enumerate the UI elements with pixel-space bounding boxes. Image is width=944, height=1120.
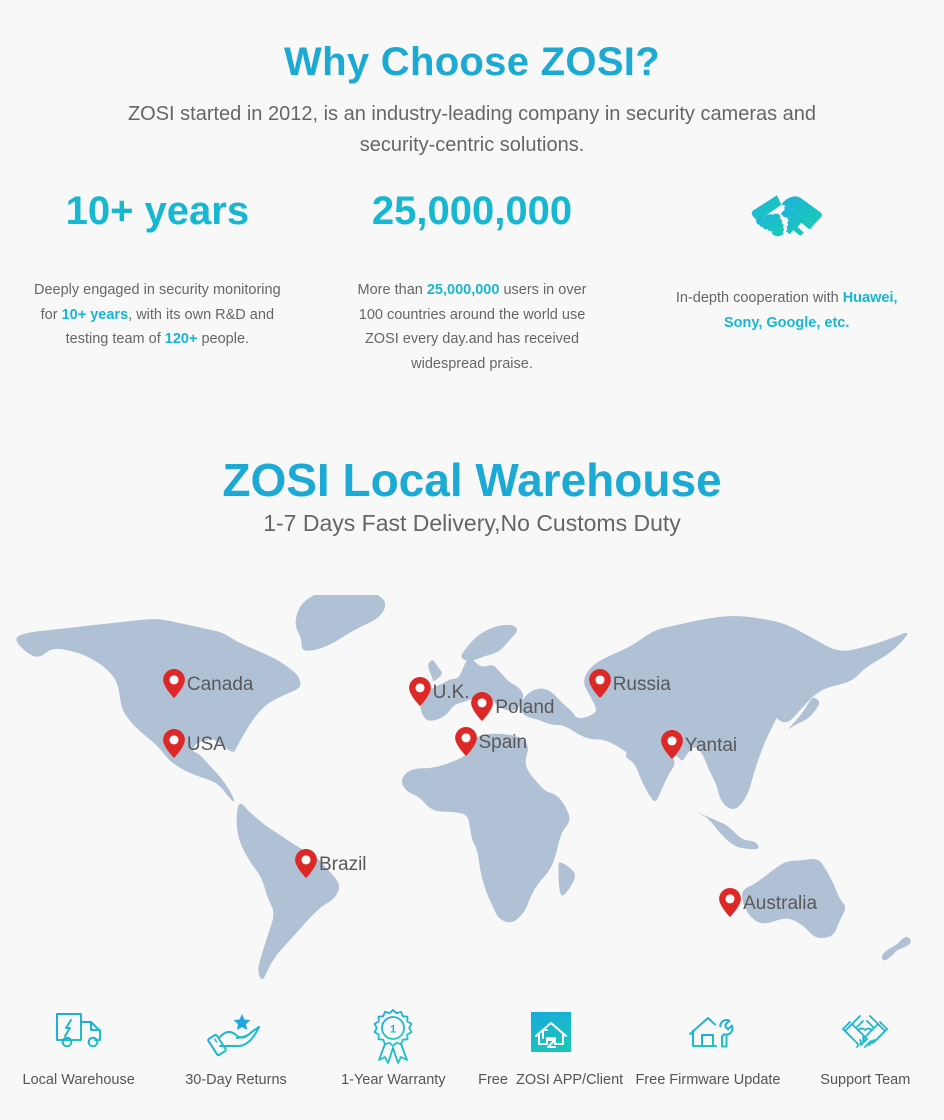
svg-text:1: 1: [390, 1024, 396, 1036]
